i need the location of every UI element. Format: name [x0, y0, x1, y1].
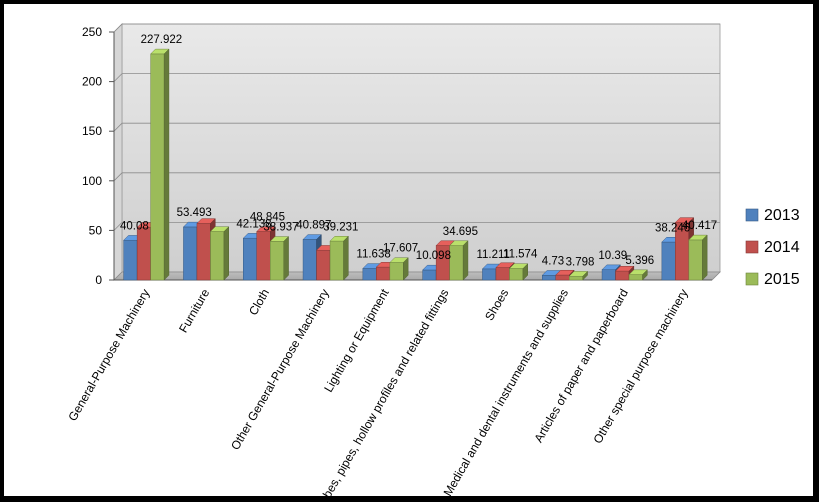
category-label: Furniture	[176, 286, 212, 335]
data-label: 40.897	[296, 220, 331, 232]
bar-2013	[362, 268, 377, 281]
data-label: 10.39	[598, 250, 627, 262]
bar-side-2015	[642, 269, 648, 281]
bar-side-2015	[343, 235, 349, 281]
bar-2015	[150, 53, 165, 281]
bar-2013	[542, 275, 556, 281]
legend-label-2013: 2013	[764, 207, 800, 224]
y-tick-label: 200	[82, 75, 102, 89]
data-label: 34.695	[443, 226, 478, 238]
bar-side-2015	[522, 263, 528, 281]
data-label: 11.574	[503, 249, 538, 261]
category-label: Medical and dental instruments and suppl…	[441, 287, 572, 497]
data-label: 53.493	[177, 207, 212, 219]
bar-2014	[256, 231, 271, 281]
data-label: 3.798	[566, 256, 595, 268]
bar-2013	[243, 237, 257, 281]
gridline-side	[113, 73, 123, 82]
data-label: 5.396	[625, 255, 654, 267]
chart-frame: 0 50 100 150 200 250 40.08 227.922 53.493 42.138 4…	[4, 4, 813, 496]
bar-2014	[495, 267, 510, 281]
bar-2015	[329, 240, 344, 281]
bar-2014	[615, 270, 630, 281]
gridline-side	[113, 172, 123, 182]
bar-2015	[270, 241, 284, 281]
bar-2015	[509, 268, 524, 281]
category-label: Shoes	[482, 287, 511, 323]
data-label: 40.08	[120, 220, 149, 232]
bar-side-2015	[223, 226, 229, 281]
bar-2013	[601, 269, 616, 281]
data-label: 39.231	[323, 221, 358, 233]
y-tick-label: 100	[82, 174, 102, 188]
data-label: 11.638	[356, 249, 390, 261]
legend-swatch-2015	[745, 272, 759, 286]
bar-side-2015	[462, 240, 469, 281]
y-tick-label: 0	[95, 273, 102, 287]
legend-swatch-2014	[745, 240, 759, 254]
data-label: 227.922	[141, 34, 183, 46]
bar-2015	[449, 245, 464, 281]
data-label: 48.845	[250, 212, 285, 224]
bar-2014	[376, 266, 391, 281]
data-label: 38.246	[655, 222, 690, 234]
legend-swatch-2013	[745, 208, 759, 222]
bar-2015	[628, 274, 643, 281]
data-label: 4.73	[542, 256, 564, 268]
bar-2015	[569, 275, 583, 281]
y-tick-label: 150	[82, 124, 102, 138]
bar-2015	[688, 239, 703, 281]
bar-2014	[196, 223, 211, 281]
gridline-side	[113, 222, 123, 231]
gridline-side	[113, 23, 123, 33]
plot-side-wall	[113, 23, 123, 281]
category-label: Cloth	[246, 287, 272, 318]
bar-side-2015	[283, 235, 289, 281]
bar-side-2015	[702, 234, 708, 281]
data-label: 11.211	[476, 249, 509, 261]
data-label: 38.937	[263, 222, 298, 234]
bar-2014	[316, 249, 331, 281]
bar-side-2015	[163, 48, 170, 281]
category-label: Lighting or Equipment	[321, 286, 392, 395]
bar-2013	[482, 268, 497, 281]
y-tick-label: 250	[82, 25, 102, 39]
bar-side-2015	[582, 270, 588, 281]
bar-side-2015	[403, 257, 409, 281]
data-label: 42.138	[236, 218, 271, 230]
legend-label-2015: 2015	[764, 271, 800, 288]
bar-2014	[555, 274, 570, 281]
data-label: 40.417	[682, 220, 717, 232]
category-label: General-Purpose Machinery	[65, 287, 152, 424]
bar-2013	[123, 239, 138, 281]
bar-2013	[302, 239, 317, 281]
legend-label-2014: 2014	[764, 239, 800, 256]
bar-2015	[210, 231, 225, 281]
bar-2013	[183, 226, 198, 281]
data-label: 10.098	[416, 250, 451, 262]
y-tick-label: 50	[89, 223, 103, 237]
bar-2013	[661, 241, 676, 281]
bar-2014	[136, 227, 151, 281]
data-label: 17.607	[383, 243, 418, 255]
bar-2015	[389, 262, 404, 281]
bar-chart: 05010015020025040.08227.92253.49342.1384…	[65, 23, 800, 497]
bar-2013	[422, 269, 437, 281]
gridline-side	[113, 122, 123, 132]
category-label: Other General-Purpose Machinery	[228, 287, 332, 453]
